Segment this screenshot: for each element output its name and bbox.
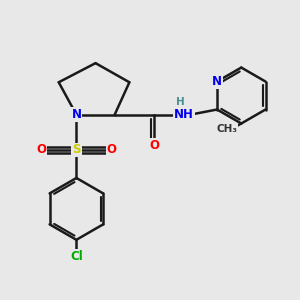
- Text: Cl: Cl: [70, 250, 83, 262]
- Text: N: N: [212, 75, 222, 88]
- Text: O: O: [149, 139, 159, 152]
- Text: S: S: [72, 143, 81, 157]
- Text: N: N: [71, 108, 81, 121]
- Text: O: O: [36, 143, 46, 157]
- Text: NH: NH: [174, 108, 194, 121]
- Text: CH₃: CH₃: [216, 124, 237, 134]
- Text: O: O: [107, 143, 117, 157]
- Text: H: H: [176, 97, 185, 107]
